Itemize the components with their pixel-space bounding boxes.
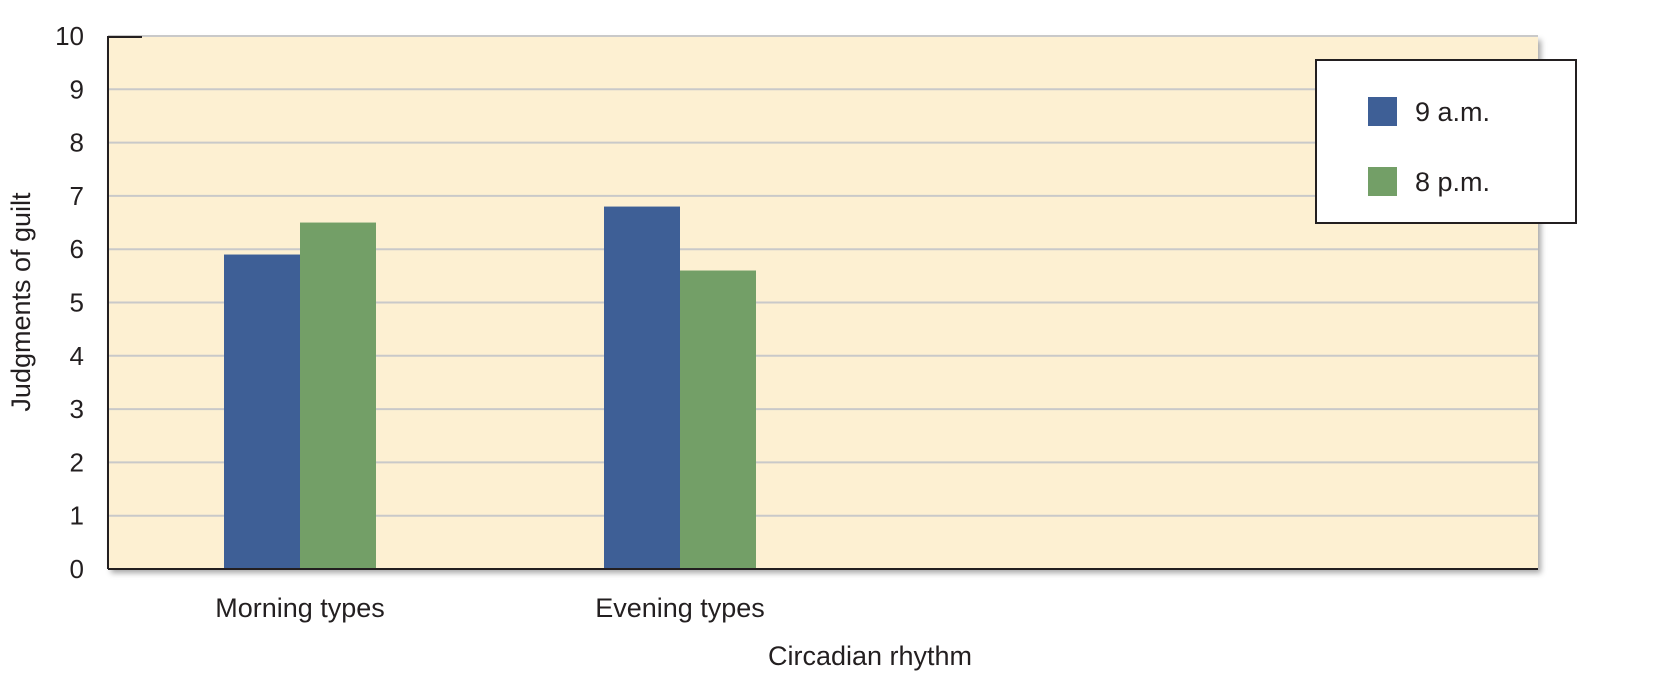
y-tick-label: 9 [70,74,84,104]
y-tick-label: 5 [70,288,84,318]
y-tick-label: 2 [70,447,84,477]
x-axis-title: Circadian rhythm [768,641,972,671]
bars [224,206,756,570]
x-category-labels: Morning types Evening types [215,593,765,623]
y-tick-label: 7 [70,181,84,211]
bar [300,222,376,570]
y-tick-label: 3 [70,394,84,424]
x-category-label: Morning types [215,593,385,623]
legend-swatch [1368,167,1397,196]
y-tick-label: 0 [70,554,84,584]
legend-swatch [1368,97,1397,126]
bar [604,206,680,569]
y-tick-labels: 0 1 2 3 4 5 6 7 8 9 10 [55,21,84,584]
y-tick-label: 1 [70,501,84,531]
legend-box [1315,59,1577,224]
legend: 9 a.m. 8 p.m. [1315,59,1577,224]
x-category-label: Evening types [595,593,765,623]
bar [680,270,756,569]
y-axis-title: Judgments of guilt [6,192,36,412]
legend-label: 9 a.m. [1415,97,1490,127]
legend-label: 8 p.m. [1415,167,1490,197]
bar [224,254,300,569]
y-tick-label: 8 [70,128,84,158]
y-tick-label: 10 [55,21,84,51]
y-tick-label: 4 [70,341,84,371]
y-tick-label: 6 [70,234,84,264]
